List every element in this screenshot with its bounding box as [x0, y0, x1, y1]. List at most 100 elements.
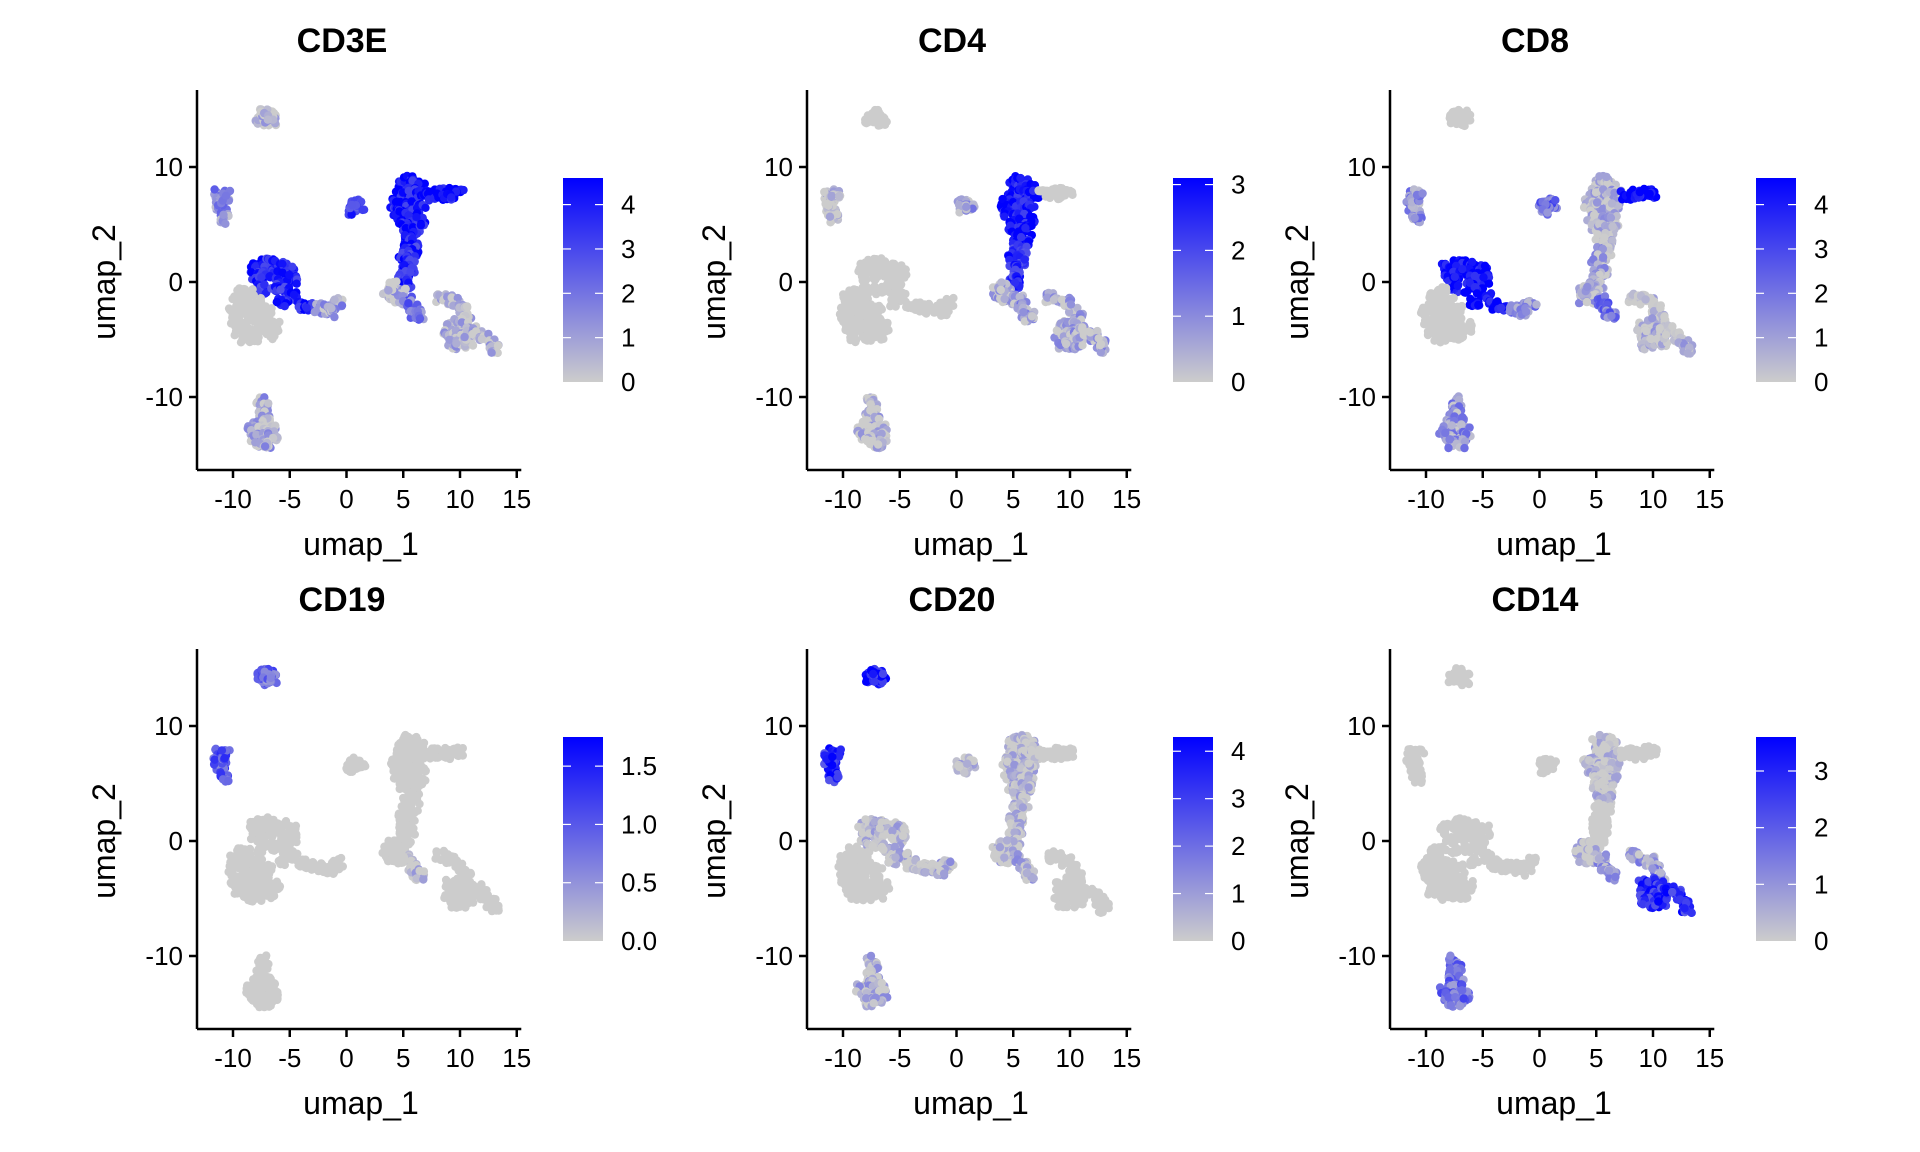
cell-point [210, 755, 219, 764]
cell-point [272, 297, 281, 307]
colorbar-tick-label: 4 [621, 190, 635, 220]
cell-point [1440, 330, 1449, 339]
cell-point [288, 262, 297, 271]
colorbar-gradient [1173, 178, 1213, 382]
cell-point [1551, 196, 1560, 205]
cell-point [337, 301, 347, 310]
cell-point [1447, 421, 1456, 430]
cell-point [865, 266, 874, 275]
x-tick-label: 15 [1112, 484, 1141, 514]
cell-point [891, 302, 900, 311]
cell-point [1457, 420, 1466, 429]
cell-point [347, 200, 357, 210]
cell-point [221, 191, 231, 200]
x-tick-label: 15 [1695, 484, 1724, 514]
cell-point [873, 440, 883, 449]
colorbar-tick-label: 1 [1814, 323, 1828, 353]
colorbar-tick-label: 2 [621, 278, 635, 308]
cell-point [458, 744, 467, 753]
cell-point [238, 332, 247, 341]
cell-point [852, 285, 861, 295]
cell-point [384, 836, 393, 845]
cell-point [453, 293, 462, 303]
cell-point [487, 348, 496, 357]
cell-point [897, 261, 906, 270]
colorbar-tick-label: 3 [1814, 234, 1828, 264]
cell-point [1410, 213, 1419, 223]
cell-point [1683, 349, 1693, 358]
cell-point [869, 254, 879, 264]
cell-point [348, 762, 358, 771]
cell-point [417, 747, 426, 757]
cell-point [1460, 109, 1469, 118]
cell-point [1048, 191, 1057, 200]
cell-point [1496, 303, 1506, 312]
y-axis-label: umap_2 [86, 224, 122, 340]
x-tick-label: -10 [824, 484, 862, 514]
cell-point [1460, 443, 1469, 453]
cell-point [1450, 272, 1460, 282]
colorbar-tick-label: 3 [1231, 170, 1245, 200]
cell-point [260, 442, 270, 451]
cell-point [217, 746, 227, 755]
cell-point [221, 219, 230, 228]
y-tick-label: -10 [755, 382, 793, 412]
cell-point [248, 285, 257, 294]
scatter-points [210, 105, 503, 452]
cell-point [416, 780, 425, 789]
cell-point [1458, 413, 1467, 422]
x-axis-label: umap_1 [1496, 526, 1612, 562]
cell-point [1066, 300, 1076, 309]
cell-point [1607, 311, 1616, 321]
y-axis-label: umap_2 [1279, 224, 1315, 340]
cell-point [393, 197, 402, 206]
cell-point [1602, 172, 1611, 182]
colorbar-tick-label: 3 [621, 234, 635, 264]
cell-point [1449, 293, 1458, 303]
cell-point [1096, 348, 1106, 357]
scatter-points [820, 105, 1110, 453]
cell-point [1522, 307, 1531, 316]
y-axis-label: umap_2 [696, 224, 732, 340]
cell-point [1061, 339, 1071, 349]
y-tick-label: -10 [1338, 382, 1376, 412]
cell-point [825, 212, 835, 221]
cell-point [1463, 322, 1473, 332]
cell-point [392, 277, 401, 286]
cell-point [421, 203, 430, 212]
panel-title: CD4 [918, 22, 986, 60]
cell-point [263, 115, 273, 124]
cell-point [1592, 198, 1602, 207]
cell-point [1444, 443, 1453, 453]
cell-point [447, 293, 456, 302]
cell-point [406, 268, 415, 277]
colorbar-tick-label: 0 [1231, 367, 1245, 397]
cell-point [261, 305, 270, 314]
cell-point [1479, 273, 1488, 282]
cell-point [873, 315, 882, 324]
cell-point [903, 300, 913, 309]
y-tick-label: 0 [779, 267, 793, 297]
cell-point [1453, 281, 1463, 291]
y-tick-label: -10 [145, 382, 183, 412]
cell-point [1055, 186, 1065, 195]
cell-point [1452, 304, 1461, 313]
cell-point [420, 179, 429, 188]
scatter-points [1402, 105, 1697, 453]
cell-point [1027, 312, 1037, 321]
colorbar-gradient [1756, 178, 1796, 382]
x-tick-label: 10 [1639, 484, 1668, 514]
cell-point [876, 264, 885, 274]
cell-point [1434, 288, 1443, 297]
cell-point [419, 875, 428, 884]
cell-point [833, 210, 842, 219]
cell-point [224, 776, 233, 786]
cell-point [1454, 118, 1463, 127]
cell-point [265, 272, 274, 281]
y-tick-label: 10 [1347, 152, 1376, 182]
cell-point [278, 268, 287, 277]
cell-point [413, 759, 422, 769]
